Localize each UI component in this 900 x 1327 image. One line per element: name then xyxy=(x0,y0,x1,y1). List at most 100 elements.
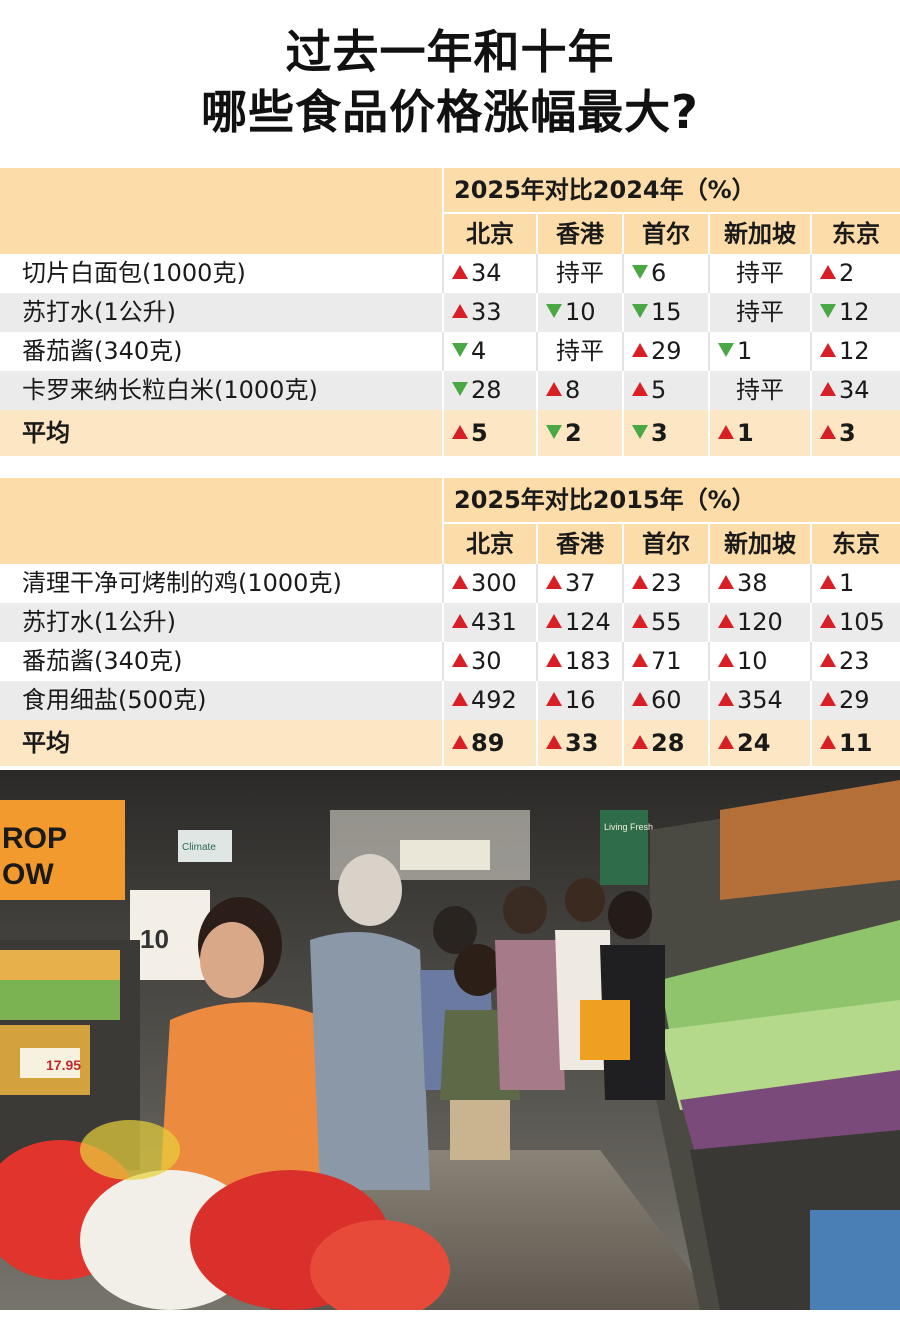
value-text: 5 xyxy=(651,376,667,404)
value-cell: 28 xyxy=(442,371,536,410)
value-text: 29 xyxy=(839,686,870,714)
city-header: 东京 xyxy=(810,522,900,564)
down-arrow-icon xyxy=(632,265,648,279)
item-name: 番茄酱(340克) xyxy=(22,647,183,675)
item-name: 切片白面包(1000克) xyxy=(22,259,246,287)
up-arrow-icon xyxy=(820,575,836,589)
up-arrow-icon xyxy=(820,735,836,749)
value-text: 23 xyxy=(651,569,682,597)
value-text: 8 xyxy=(565,376,581,404)
city-header: 新加坡 xyxy=(708,212,810,254)
supermarket-photo-illustration: ROP OW 10 Climate Living Fresh 17.95 xyxy=(0,770,900,1310)
average-row: 平均 5 2 3 1 3 xyxy=(0,410,900,456)
value-text: 持平 xyxy=(736,376,784,404)
value-text: 5 xyxy=(471,419,488,447)
up-arrow-icon xyxy=(452,692,468,706)
value-cell: 28 xyxy=(622,720,708,766)
item-name: 清理干净可烤制的鸡(1000克) xyxy=(22,569,342,597)
item-name: 卡罗来纳长粒白米(1000克) xyxy=(22,376,318,404)
value-cell: 30 xyxy=(442,642,536,681)
value-cell: 124 xyxy=(536,603,622,642)
foreground-produce-bags xyxy=(0,1120,450,1310)
climate-sign: Climate xyxy=(182,842,216,853)
value-cell: 2 xyxy=(810,254,900,293)
up-arrow-icon xyxy=(718,575,734,589)
value-text: 183 xyxy=(565,647,611,675)
up-arrow-icon xyxy=(820,265,836,279)
up-arrow-icon xyxy=(632,343,648,357)
value-text: 33 xyxy=(565,729,599,757)
down-arrow-icon xyxy=(718,343,734,357)
value-cell: 183 xyxy=(536,642,622,681)
value-text: 300 xyxy=(471,569,517,597)
title-line-2: 哪些食品价格涨幅最大? xyxy=(201,85,699,139)
up-arrow-icon xyxy=(820,614,836,628)
value-cell: 29 xyxy=(810,681,900,720)
value-cell: 1 xyxy=(810,564,900,603)
up-arrow-icon xyxy=(718,425,734,439)
value-text: 2 xyxy=(839,259,855,287)
value-text: 12 xyxy=(839,298,870,326)
up-arrow-icon xyxy=(546,575,562,589)
value-cell: 2 xyxy=(536,410,622,456)
up-arrow-icon xyxy=(820,653,836,667)
up-arrow-icon xyxy=(718,735,734,749)
down-arrow-icon xyxy=(452,382,468,396)
up-arrow-icon xyxy=(632,382,648,396)
value-text: 16 xyxy=(565,686,596,714)
up-arrow-icon xyxy=(632,735,648,749)
value-cell: 55 xyxy=(622,603,708,642)
up-arrow-icon xyxy=(820,692,836,706)
value-cell: 23 xyxy=(622,564,708,603)
value-cell: 492 xyxy=(442,681,536,720)
city-header: 北京 xyxy=(442,212,536,254)
item-name: 番茄酱(340克) xyxy=(22,337,183,365)
value-text: 持平 xyxy=(736,298,784,326)
up-arrow-icon xyxy=(632,575,648,589)
value-cell: 4 xyxy=(442,332,536,371)
up-arrow-icon xyxy=(452,735,468,749)
up-arrow-icon xyxy=(452,265,468,279)
value-cell: 16 xyxy=(536,681,622,720)
value-text: 15 xyxy=(651,298,682,326)
down-arrow-icon xyxy=(546,304,562,318)
living-fresh-sign: Living Fresh xyxy=(604,822,653,832)
orange-store-sign: ROP OW xyxy=(0,800,125,900)
value-cell: 34 xyxy=(442,254,536,293)
table-row: 卡罗来纳长粒白米(1000克) 28 8 5 持平 34 xyxy=(0,371,900,410)
value-text: 30 xyxy=(471,647,502,675)
value-cell: 23 xyxy=(810,642,900,681)
value-cell: 354 xyxy=(708,681,810,720)
up-arrow-icon xyxy=(546,692,562,706)
value-text: 431 xyxy=(471,608,517,636)
up-arrow-icon xyxy=(452,614,468,628)
sign-text-ow: OW xyxy=(2,858,54,891)
value-text: 34 xyxy=(471,259,502,287)
value-text: 持平 xyxy=(556,337,604,365)
value-cell: 431 xyxy=(442,603,536,642)
value-cell: 3 xyxy=(622,410,708,456)
value-cell: 120 xyxy=(708,603,810,642)
value-cell: 24 xyxy=(708,720,810,766)
item-name: 苏打水(1公升) xyxy=(22,608,176,636)
header-label-cell xyxy=(0,168,442,254)
value-text: 12 xyxy=(839,337,870,365)
header-label-cell xyxy=(0,478,442,564)
value-cell: 1 xyxy=(708,332,810,371)
value-cell: 10 xyxy=(708,642,810,681)
value-text: 1 xyxy=(839,569,855,597)
value-text: 28 xyxy=(471,376,502,404)
value-cell: 持平 xyxy=(708,293,810,332)
period-label: 2025年对比2024年（%） xyxy=(442,168,900,212)
value-cell: 33 xyxy=(442,293,536,332)
up-arrow-icon xyxy=(718,653,734,667)
supermarket-photo: ROP OW 10 Climate Living Fresh 17.95 xyxy=(0,770,900,1310)
value-text: 33 xyxy=(471,298,502,326)
city-header: 东京 xyxy=(810,212,900,254)
value-cell: 3 xyxy=(810,410,900,456)
value-text: 3 xyxy=(651,419,668,447)
value-cell: 15 xyxy=(622,293,708,332)
item-name: 食用细盐(500克) xyxy=(22,686,207,714)
up-arrow-icon xyxy=(718,692,734,706)
value-text: 23 xyxy=(839,647,870,675)
